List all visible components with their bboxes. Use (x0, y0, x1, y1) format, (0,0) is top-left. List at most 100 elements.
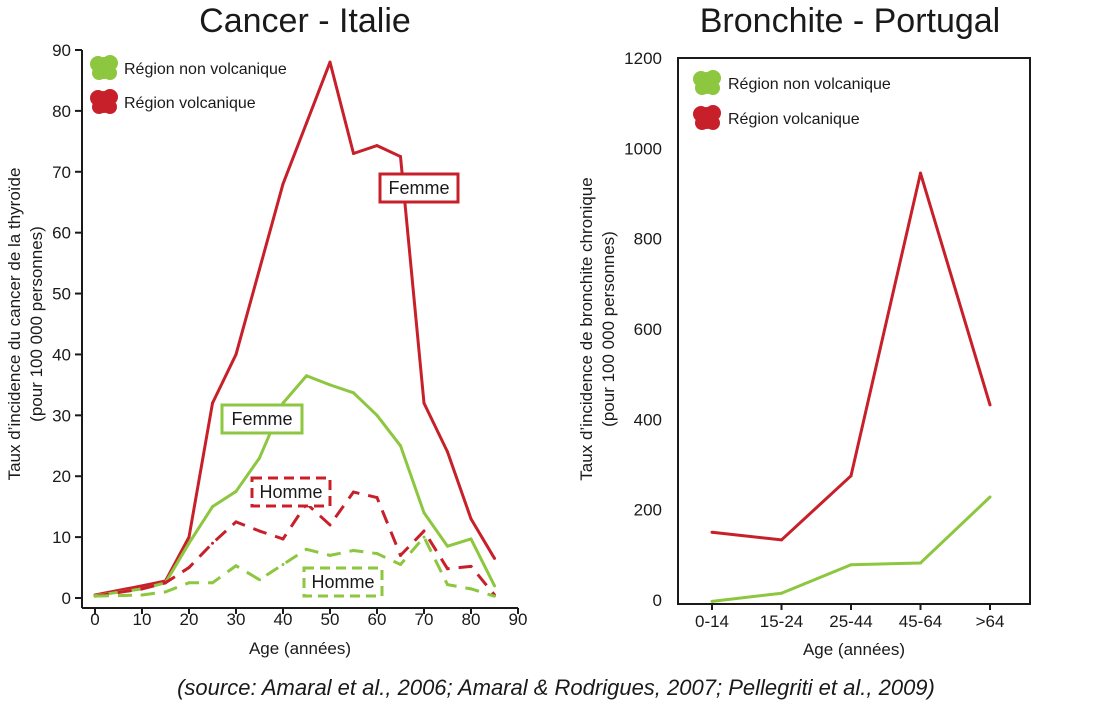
plot-frame-right (677, 57, 1031, 605)
data-point (234, 352, 238, 356)
x-tick-label-left: 90 (509, 610, 528, 629)
x-tick-label-right: 45-64 (899, 612, 942, 631)
x-tick-label-left: 40 (274, 610, 293, 629)
data-point (187, 581, 191, 585)
data-point (140, 587, 144, 591)
legend-label: Région non volcanique (728, 76, 891, 93)
legend-swatch (693, 105, 721, 130)
data-point (258, 267, 261, 271)
data-point (988, 495, 992, 499)
series-line-homme-volcanique (94, 490, 496, 598)
y-tick-label-left: 90 (52, 41, 71, 60)
data-point (493, 584, 496, 588)
y-axis-subtitle-left: (pour 100 000 personnes) (27, 226, 46, 422)
x-tick-label-right: 25-44 (829, 612, 872, 631)
annotation-label: Femme (231, 409, 292, 429)
data-point (446, 567, 449, 571)
data-point (258, 456, 261, 460)
y-tick-label-right: 800 (634, 230, 662, 249)
data-point (469, 587, 473, 591)
x-tick-label-right: >64 (976, 612, 1005, 631)
data-point (211, 401, 214, 405)
x-tick-label-left: 10 (133, 610, 152, 629)
data-point (281, 563, 285, 567)
x-tick-label-left: 30 (227, 610, 246, 629)
y-tick-label-right: 400 (634, 410, 662, 429)
legend-swatch (90, 89, 118, 114)
x-tick-label-left: 20 (180, 610, 199, 629)
annotation-label: Femme (388, 178, 449, 198)
data-point (849, 563, 853, 567)
data-point (352, 490, 355, 494)
data-point (352, 391, 355, 395)
x-axis-title-left: Age (années) (249, 639, 351, 658)
annotation-label: Homme (311, 572, 374, 592)
y-tick-label-right: 200 (634, 501, 662, 520)
legend-swatch (90, 55, 118, 80)
data-point (281, 182, 285, 186)
y-axis-title-left: Taux d’incidence du cancer de la thyroïd… (5, 168, 24, 481)
y-axis-title-right: Taux d’incidence de bronchite chronique (577, 177, 596, 480)
y-tick-label-right: 1000 (624, 139, 662, 158)
data-point (710, 599, 714, 603)
data-point (710, 530, 714, 534)
data-point (140, 584, 144, 588)
data-point (328, 553, 332, 557)
y-tick-label-left: 10 (52, 528, 71, 547)
x-tick-label-left: 0 (90, 610, 99, 629)
data-point (919, 561, 922, 565)
data-point (446, 450, 449, 454)
data-point (399, 563, 402, 567)
data-point (446, 544, 449, 548)
y-axis-subtitle-right: (pour 100 000 personnes) (599, 231, 618, 427)
data-point (305, 374, 308, 378)
data-point (469, 537, 473, 541)
annotation-label: Homme (259, 482, 322, 502)
y-tick-label-left: 50 (52, 285, 71, 304)
data-point (211, 581, 214, 585)
data-point (919, 171, 922, 175)
data-point (399, 444, 402, 448)
data-point (305, 121, 308, 125)
data-point (234, 564, 238, 568)
data-point (328, 60, 332, 64)
y-tick-label-left: 20 (52, 467, 71, 486)
annotation-box (302, 566, 384, 598)
data-point (469, 564, 473, 568)
data-point (375, 496, 379, 500)
data-point (164, 581, 167, 585)
data-point (140, 593, 144, 597)
x-tick-label-left: 50 (321, 610, 340, 629)
x-tick-label-left: 80 (462, 610, 481, 629)
y-tick-label-left: 0 (62, 589, 71, 608)
data-point (258, 529, 261, 533)
data-point (328, 383, 332, 387)
data-point (399, 553, 402, 557)
x-tick-label-right: 15-24 (760, 612, 803, 631)
data-point (305, 547, 308, 551)
x-tick-label-left: 70 (415, 610, 434, 629)
y-tick-label-right: 600 (634, 320, 662, 339)
data-point (93, 594, 97, 598)
data-point (211, 505, 214, 509)
data-point (399, 155, 402, 159)
chart-title-bronchite: Bronchite - Portugal (699, 2, 1001, 40)
data-point (422, 401, 426, 405)
data-point (780, 538, 783, 542)
legend-label: Région volcanique (124, 95, 256, 112)
data-point (469, 517, 473, 521)
series-line-volcanique (711, 171, 992, 542)
y-tick-label-left: 40 (52, 345, 71, 364)
source-citation: (source: Amaral et al., 2006; Amaral & R… (177, 675, 935, 700)
data-point (988, 403, 992, 407)
data-point (234, 520, 238, 524)
x-tick-label-left: 60 (368, 610, 387, 629)
annotation-box (250, 476, 332, 508)
data-point (493, 556, 496, 560)
y-tick-label-right: 1200 (624, 49, 662, 68)
data-point (422, 529, 426, 533)
data-point (352, 549, 355, 553)
data-point (211, 541, 214, 545)
y-tick-label-left: 70 (52, 163, 71, 182)
